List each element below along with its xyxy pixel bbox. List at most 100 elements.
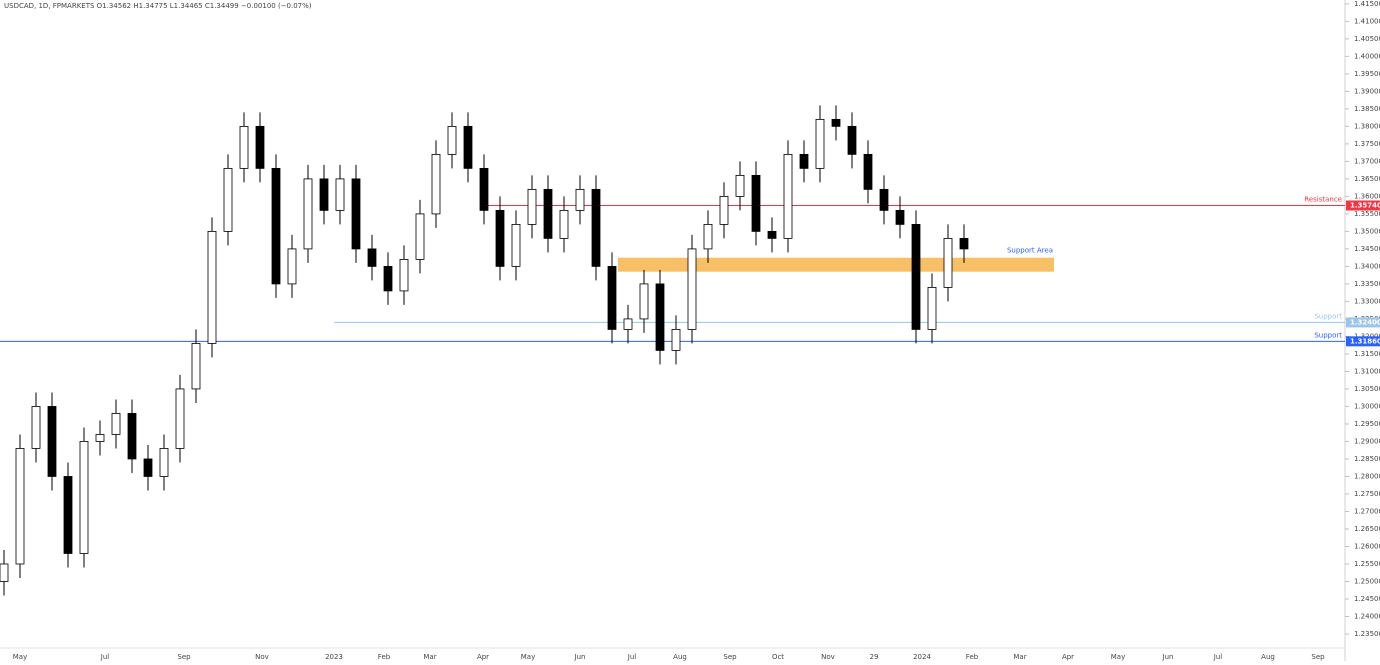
candle-body [207, 231, 217, 344]
candle-body [255, 125, 265, 169]
y-tick-label: 1.30000 [1354, 402, 1380, 410]
candle-body [431, 153, 441, 215]
candle-body [559, 209, 569, 239]
y-tick-label: 1.34500 [1354, 245, 1380, 253]
candle-body [47, 406, 57, 477]
price-badge-label: 1.32400 [1350, 318, 1380, 326]
y-tick-label: 1.28500 [1354, 455, 1380, 463]
y-tick-label: 1.27500 [1354, 490, 1380, 498]
candle-body [479, 167, 489, 211]
candle-body [511, 224, 521, 267]
y-tick-label: 1.36000 [1354, 192, 1380, 200]
candle-body [735, 174, 745, 197]
x-tick-label: Feb [378, 653, 391, 661]
candle-body [447, 125, 457, 155]
y-tick-label: 1.27000 [1354, 507, 1380, 515]
candle-body [639, 283, 649, 320]
y-tick-label: 1.40500 [1354, 35, 1380, 43]
candle-body [111, 413, 121, 435]
candle-body [719, 195, 729, 225]
candle-body [943, 238, 953, 288]
y-tick-label: 1.36500 [1354, 175, 1380, 183]
x-tick-label: Jun [1162, 653, 1174, 661]
price-badge-label: 1.35740 [1350, 201, 1380, 209]
x-tick-label: Nov [821, 653, 835, 661]
y-tick-label: 1.41000 [1354, 17, 1380, 25]
x-tick-label: Apr [477, 653, 489, 661]
y-tick-label: 1.25500 [1354, 560, 1380, 568]
y-tick-label: 1.41500 [1354, 0, 1380, 8]
candle-body [271, 167, 281, 285]
candle-body [863, 153, 873, 190]
y-tick-label: 1.34000 [1354, 262, 1380, 270]
x-tick-label: Sep [723, 653, 737, 661]
x-tick-label: 29 [870, 653, 879, 661]
y-tick-label: 1.38000 [1354, 122, 1380, 130]
x-tick-label: Aug [673, 653, 687, 661]
candle-body [31, 406, 41, 449]
candle-body [895, 209, 905, 225]
candle-body [319, 178, 329, 211]
candle-body [399, 259, 409, 292]
x-tick-label: Jul [1213, 653, 1223, 661]
candle-body [15, 448, 25, 565]
candle-body [767, 231, 777, 239]
y-tick-label: 1.30500 [1354, 385, 1380, 393]
candle-body [383, 266, 393, 292]
y-tick-label: 1.33500 [1354, 280, 1380, 288]
candle-body [95, 434, 105, 442]
candle-body [223, 167, 233, 232]
candle-body [655, 283, 665, 351]
candle-body [575, 188, 585, 211]
x-tick-label: Sep [1311, 653, 1325, 661]
candle-body [607, 266, 617, 330]
price-badge [1346, 200, 1380, 211]
x-tick-label: Sep [177, 653, 191, 661]
x-tick-label: Mar [423, 653, 436, 661]
x-tick-label: Aug [1261, 653, 1275, 661]
candle-body [0, 563, 9, 582]
x-tick-label: Jun [574, 653, 586, 661]
y-tick-label: 1.33000 [1354, 297, 1380, 305]
y-tick-label: 1.24500 [1354, 595, 1380, 603]
y-tick-label: 1.29000 [1354, 437, 1380, 445]
x-tick-label: Feb [966, 653, 979, 661]
candle-body [159, 448, 169, 477]
zone-label: Support Area [1007, 247, 1053, 255]
candle-body [463, 125, 473, 169]
candle-body [335, 178, 345, 211]
candle-body [543, 188, 553, 239]
x-tick-label: Oct [772, 653, 784, 661]
candle-body [127, 413, 137, 460]
price-badge-label: 1.31860 [1350, 337, 1380, 345]
x-tick-label: 2024 [913, 653, 931, 661]
candle-body [591, 188, 601, 267]
level-label: Resistance [1304, 195, 1342, 203]
y-tick-label: 1.39500 [1354, 70, 1380, 78]
candle-body [79, 441, 89, 554]
y-tick-label: 1.31000 [1354, 367, 1380, 375]
candle-body [751, 174, 761, 232]
y-tick-label: 1.29500 [1354, 420, 1380, 428]
candle-body [799, 153, 809, 169]
candle-body [239, 125, 249, 169]
y-tick-label: 1.37500 [1354, 140, 1380, 148]
y-tick-label: 1.26000 [1354, 542, 1380, 550]
level-label: Support [1314, 312, 1342, 320]
candle-body [671, 329, 681, 351]
candle-body [191, 343, 201, 390]
x-tick-label: Nov [255, 653, 269, 661]
candle-body [783, 153, 793, 239]
x-tick-label: Jul [100, 653, 110, 661]
candle-body [63, 476, 73, 554]
price-badge [1346, 336, 1380, 347]
y-tick-label: 1.25000 [1354, 577, 1380, 585]
level-label: Support [1314, 331, 1342, 339]
candle-body [175, 388, 185, 449]
candle-body [527, 188, 537, 225]
candle-body [687, 248, 697, 330]
candle-body [415, 213, 425, 260]
candle-body [495, 209, 505, 267]
candle-body [831, 118, 841, 127]
